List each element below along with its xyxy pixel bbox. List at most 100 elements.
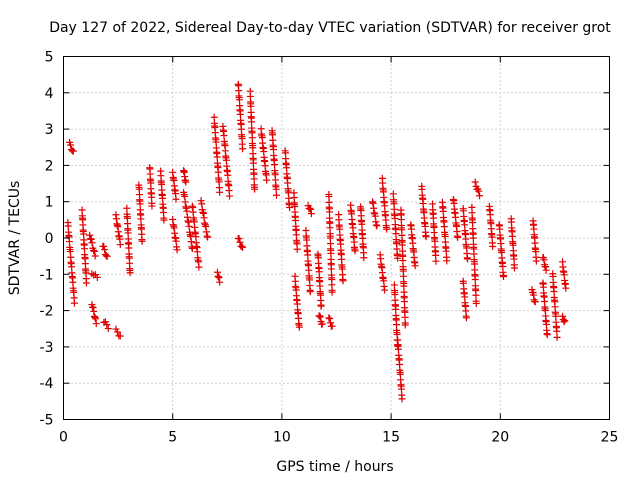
data-point (148, 202, 156, 210)
data-point (80, 245, 88, 253)
x-tick-label: 20 (491, 430, 509, 446)
data-point (192, 233, 200, 241)
data-point (397, 385, 405, 393)
data-point (272, 185, 280, 193)
x-axis-label: GPS time / hours (276, 459, 393, 475)
data-point (293, 245, 301, 253)
data-point (411, 262, 419, 270)
x-tick-label: 5 (168, 430, 177, 446)
y-tick-label: -4 (40, 376, 54, 392)
data-point (86, 235, 94, 243)
data-point (499, 262, 507, 270)
data-point (102, 252, 110, 260)
data-point (549, 272, 557, 280)
data-point (539, 283, 547, 291)
data-point (136, 200, 144, 208)
data-point (103, 321, 111, 329)
data-point (318, 320, 326, 328)
data-point (316, 312, 324, 320)
chart-title: Day 127 of 2022, Sidereal Day-to-day VTE… (49, 20, 611, 36)
data-point (236, 238, 244, 246)
data-point (559, 312, 567, 320)
data-point (469, 219, 477, 227)
data-point (339, 277, 347, 285)
data-point (126, 269, 134, 277)
data-point (496, 225, 504, 233)
data-point (210, 113, 218, 121)
data-point (292, 216, 300, 224)
data-point (462, 314, 470, 322)
data-point (471, 260, 479, 268)
data-point (247, 102, 255, 110)
data-point (561, 317, 569, 325)
data-point (88, 239, 96, 247)
data-point (188, 244, 196, 252)
data-point (391, 214, 399, 222)
data-point (360, 254, 368, 262)
data-point (560, 318, 568, 326)
data-point (328, 322, 336, 330)
data-point (553, 327, 561, 335)
data-point (316, 313, 324, 321)
data-point (236, 110, 244, 118)
data-point (562, 284, 570, 292)
data-point (531, 298, 539, 306)
data-point (307, 205, 315, 213)
data-point (64, 222, 72, 230)
data-point (89, 304, 97, 312)
data-point (270, 161, 278, 169)
data-point (542, 320, 550, 328)
data-point (550, 288, 558, 296)
data-point (306, 288, 314, 296)
data-point (398, 241, 406, 249)
y-tick-label: -5 (40, 413, 54, 429)
data-point (327, 249, 335, 257)
data-point (235, 235, 243, 243)
y-axis-label: SDTVAR / TECUs (7, 181, 23, 296)
data-point (239, 243, 247, 251)
data-point (553, 333, 561, 341)
data-point (373, 222, 381, 230)
data-point (125, 244, 133, 252)
data-point (476, 192, 484, 200)
data-point (392, 305, 400, 313)
data-point (469, 234, 477, 242)
y-tick-label: -2 (40, 304, 54, 320)
data-point (212, 138, 220, 146)
data-point (295, 323, 303, 331)
data-point (82, 279, 90, 287)
data-point (69, 147, 77, 155)
data-point (317, 302, 325, 310)
data-point (454, 233, 462, 241)
data-point (326, 315, 334, 323)
data-point (103, 252, 111, 260)
data-point (439, 207, 447, 215)
data-points (64, 80, 570, 403)
x-tick-label: 15 (382, 430, 400, 446)
data-point (472, 299, 480, 307)
data-point (400, 282, 408, 290)
y-tick-label: 0 (45, 231, 54, 247)
data-point (251, 185, 259, 193)
data-point (381, 286, 389, 294)
data-point (116, 332, 124, 340)
data-point (418, 185, 426, 193)
data-point (92, 315, 100, 323)
data-point (88, 270, 96, 278)
data-point (500, 272, 508, 280)
data-point (543, 331, 551, 339)
data-point (216, 278, 224, 286)
data-point (90, 246, 98, 254)
data-point (225, 192, 233, 200)
data-point (172, 195, 180, 203)
data-point (138, 237, 146, 245)
data-point (270, 145, 278, 153)
data-point (93, 273, 101, 281)
data-point (260, 148, 268, 156)
data-point (67, 141, 75, 149)
data-point (116, 241, 124, 249)
data-point (397, 216, 405, 224)
data-point (336, 225, 344, 233)
data-point (325, 208, 333, 216)
